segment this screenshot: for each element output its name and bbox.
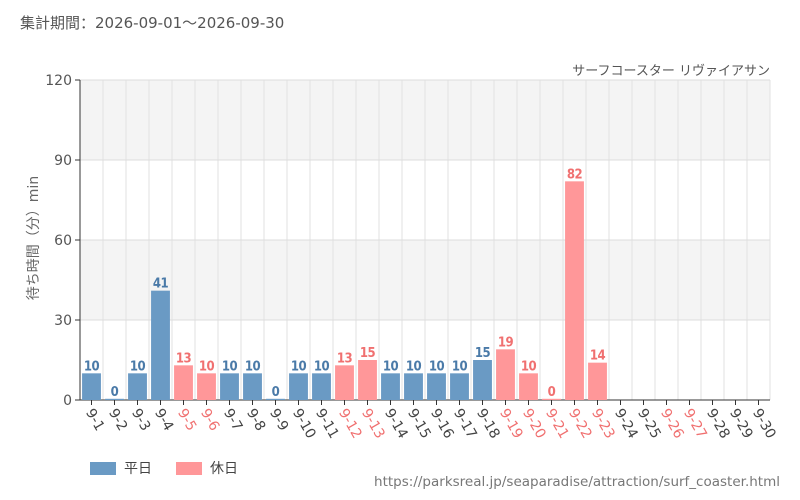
legend-item-holiday: 休日 [176, 458, 238, 478]
bar-9-17 [450, 373, 469, 400]
x-tick-label-9-5: 9-5 [174, 406, 199, 434]
x-tick-label-9-20: 9-20 [519, 406, 549, 442]
legend-swatch-holiday [176, 461, 202, 475]
data-label-9-13: 15 [360, 346, 376, 361]
data-label-9-7: 10 [222, 359, 238, 374]
x-tick-label-9-21: 9-21 [542, 406, 572, 442]
bar-9-10 [289, 373, 308, 400]
x-tick-label-9-16: 9-16 [427, 406, 457, 442]
bar-9-11 [312, 373, 331, 400]
x-tick-label-9-1: 9-1 [82, 406, 107, 434]
data-label-9-11: 10 [314, 359, 330, 374]
data-label-9-16: 10 [429, 359, 445, 374]
y-tick-label: 0 [63, 393, 72, 409]
bar-9-7 [220, 373, 239, 400]
data-label-9-4: 41 [153, 277, 169, 292]
x-tick-label-9-26: 9-26 [657, 406, 687, 442]
bar-9-20 [519, 373, 538, 400]
y-tick-label: 30 [54, 313, 72, 329]
x-tick-label-9-15: 9-15 [404, 406, 434, 442]
y-tick-label: 120 [45, 73, 72, 89]
chart-title: サーフコースター リヴァイアサン [572, 64, 770, 79]
bar-9-16 [427, 373, 446, 400]
bar-9-18 [473, 360, 492, 400]
y-tick-label: 60 [54, 233, 72, 249]
legend-label-holiday: 休日 [210, 461, 238, 477]
bar-9-13 [358, 360, 377, 400]
data-label-9-6: 10 [199, 359, 215, 374]
legend: 平日 休日 [90, 458, 238, 478]
data-label-9-3: 10 [130, 359, 146, 374]
x-tick-label-9-13: 9-13 [358, 406, 388, 442]
data-label-9-23: 14 [590, 349, 606, 364]
bar-9-19 [496, 349, 515, 400]
data-label-9-17: 10 [452, 359, 468, 374]
data-label-9-5: 13 [176, 351, 192, 366]
x-tick-label-9-10: 9-10 [289, 406, 319, 442]
data-label-9-10: 10 [291, 359, 307, 374]
bar-9-1 [82, 373, 101, 400]
x-tick-label-9-8: 9-8 [243, 406, 268, 434]
x-tick-label-9-18: 9-18 [473, 406, 503, 442]
x-tick-label-9-22: 9-22 [565, 406, 595, 442]
bar-9-9 [266, 398, 285, 400]
x-tick-label-9-29: 9-29 [726, 406, 756, 442]
bar-9-22 [565, 181, 584, 400]
source-url[interactable]: https://parksreal.jp/seaparadise/attract… [374, 474, 780, 490]
bar-9-12 [335, 365, 354, 400]
x-tick-label-9-4: 9-4 [151, 406, 176, 434]
data-label-9-12: 13 [337, 351, 353, 366]
x-tick-label-9-24: 9-24 [611, 406, 641, 442]
data-label-9-14: 10 [383, 359, 399, 374]
x-tick-label-9-6: 9-6 [197, 406, 222, 434]
bar-9-14 [381, 373, 400, 400]
bar-9-6 [197, 373, 216, 400]
x-tick-label-9-27: 9-27 [680, 406, 710, 442]
bar-9-21 [542, 398, 561, 400]
x-tick-label-9-28: 9-28 [703, 406, 733, 442]
bar-9-5 [174, 365, 193, 400]
x-tick-label-9-23: 9-23 [588, 406, 618, 442]
x-tick-label-9-30: 9-30 [749, 406, 779, 442]
data-label-9-18: 15 [475, 346, 491, 361]
x-tick-label-9-14: 9-14 [381, 406, 411, 442]
x-tick-label-9-9: 9-9 [266, 406, 291, 434]
data-label-9-1: 10 [84, 359, 100, 374]
bar-9-3 [128, 373, 147, 400]
period-text: 集計期間：2026-09-01〜2026-09-30 [20, 14, 285, 32]
x-tick-label-9-17: 9-17 [450, 406, 480, 442]
x-tick-label-9-7: 9-7 [220, 406, 245, 434]
bar-9-15 [404, 373, 423, 400]
legend-item-weekday: 平日 [90, 458, 152, 478]
x-tick-label-9-3: 9-3 [128, 406, 153, 434]
data-label-9-21: 0 [548, 385, 556, 400]
data-label-9-8: 10 [245, 359, 261, 374]
data-label-9-2: 0 [111, 385, 119, 400]
x-tick-label-9-11: 9-11 [312, 406, 342, 442]
data-label-9-9: 0 [272, 385, 280, 400]
bar-9-8 [243, 373, 262, 400]
data-label-9-20: 10 [521, 359, 537, 374]
x-tick-label-9-12: 9-12 [335, 406, 365, 442]
x-tick-label-9-2: 9-2 [105, 406, 130, 434]
bar-9-23 [588, 362, 607, 400]
bar-9-2 [105, 398, 124, 400]
data-label-9-19: 19 [498, 335, 514, 350]
y-tick-label: 90 [54, 153, 72, 169]
x-tick-label-9-19: 9-19 [496, 406, 526, 442]
data-label-9-15: 10 [406, 359, 422, 374]
x-tick-label-9-25: 9-25 [634, 406, 664, 442]
legend-swatch-weekday [90, 461, 116, 475]
data-label-9-22: 82 [567, 167, 583, 182]
legend-label-weekday: 平日 [124, 461, 152, 477]
bar-9-4 [151, 290, 170, 400]
